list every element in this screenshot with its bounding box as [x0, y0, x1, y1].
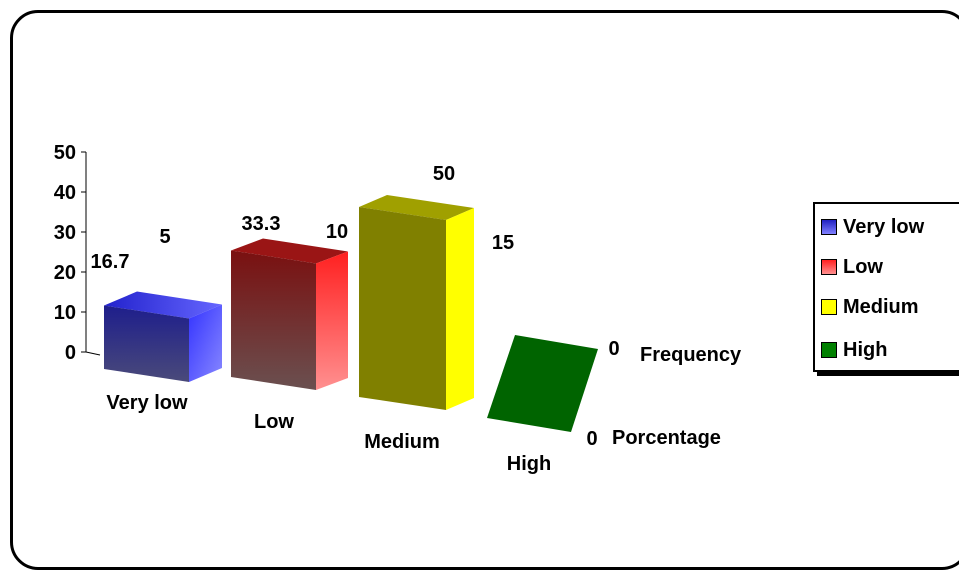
- bar-top-face: [104, 291, 222, 319]
- bar-front-face: [231, 250, 316, 390]
- bar-value-label: 33.3: [242, 213, 281, 235]
- y-axis-base: [85, 351, 101, 356]
- y-tick-label: 50: [54, 142, 76, 164]
- chart-canvas: 0 10 20 30 40 50 16.7 5 33.3 10 50 15 0 0 Fre…: [54, 142, 742, 475]
- bar-side-face: [446, 208, 474, 410]
- bar-very-low: [104, 291, 222, 382]
- bar-front-face: [359, 207, 446, 410]
- legend-label: Medium: [843, 295, 919, 318]
- legend-swatch: [821, 219, 837, 235]
- bar-top-face: [359, 195, 474, 220]
- bar-value-label: 15: [492, 232, 514, 254]
- bar-side-face: [189, 304, 222, 382]
- bar-high: [487, 335, 598, 432]
- bar-value-label: 0: [608, 338, 619, 360]
- category-label: Very low: [106, 392, 188, 414]
- category-label: High: [507, 453, 551, 475]
- y-tick-label: 0: [65, 342, 76, 364]
- legend-swatch: [821, 259, 837, 275]
- y-tick-label: 40: [54, 182, 76, 204]
- bars-group: [104, 195, 598, 432]
- series-label-frequency: Frequency: [640, 344, 742, 366]
- bar-value-label: 10: [326, 221, 348, 243]
- bar-front-face: [104, 305, 189, 382]
- legend-item: Medium: [821, 292, 919, 322]
- legend-label: High: [843, 338, 888, 361]
- bar-low: [231, 238, 348, 390]
- legend-label: Low: [843, 255, 883, 278]
- y-axis: 0 10 20 30 40 50: [54, 142, 101, 364]
- bar-value-label: 0: [586, 428, 597, 450]
- bar-top-face: [231, 238, 348, 264]
- bar-side-face: [316, 251, 348, 390]
- bar-value-label: 16.7: [91, 251, 130, 273]
- legend-item: Very low: [821, 212, 924, 242]
- series-label-porcentage: Porcentage: [612, 427, 721, 449]
- y-tick-label: 10: [54, 302, 76, 324]
- chart-frame: [10, 10, 959, 570]
- bar-value-label: 50: [433, 163, 455, 185]
- category-label: Low: [254, 411, 294, 433]
- legend-label: Very low: [843, 215, 925, 238]
- category-label: Medium: [364, 431, 440, 453]
- legend-item: Low: [821, 252, 883, 282]
- legend-item: High: [821, 335, 887, 365]
- legend-swatch: [821, 299, 837, 315]
- legend-swatch: [821, 342, 837, 358]
- bar-medium: [359, 195, 474, 410]
- bar-value-label: 5: [159, 226, 170, 248]
- y-tick-label: 30: [54, 222, 76, 244]
- y-tick-label: 20: [54, 262, 76, 284]
- legend: Very low Low Medium High: [813, 202, 959, 372]
